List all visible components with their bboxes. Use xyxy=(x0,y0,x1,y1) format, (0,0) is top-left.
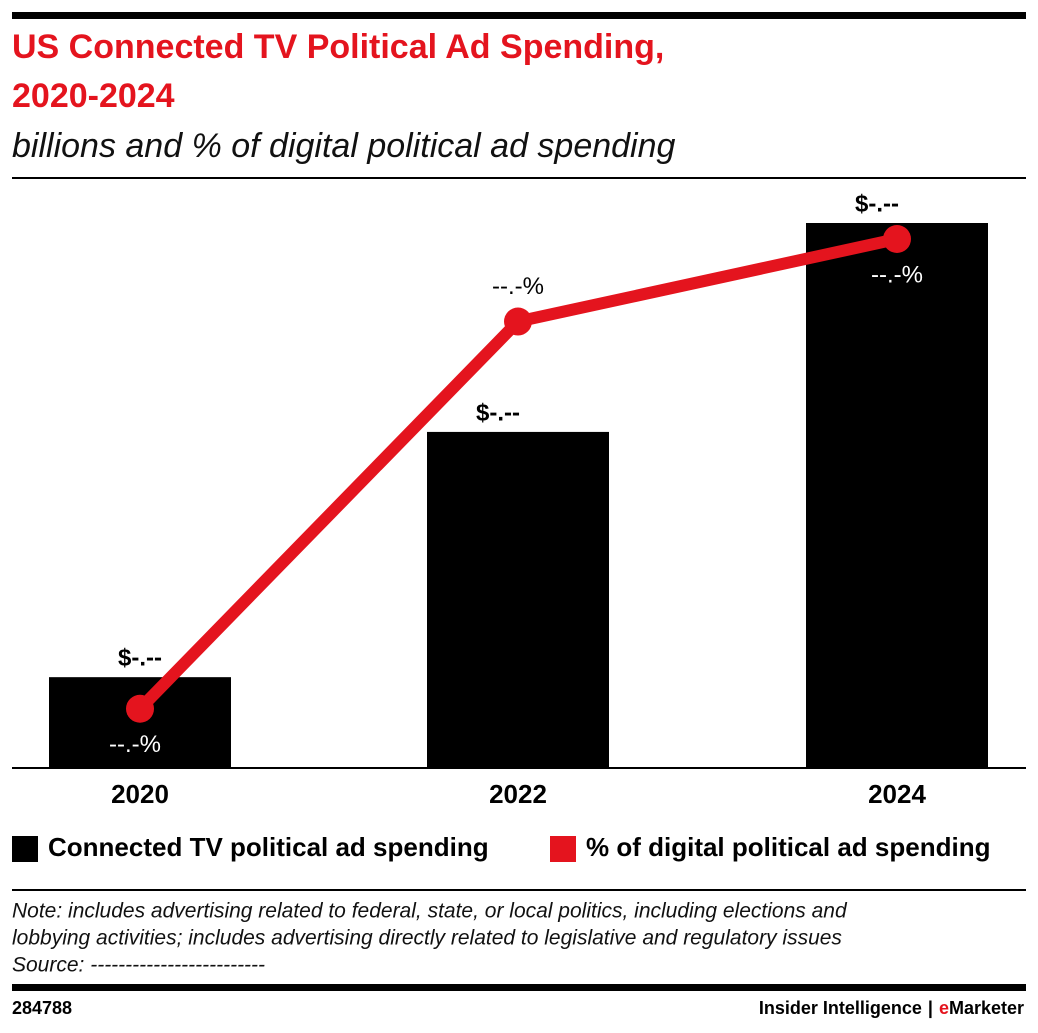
line-point xyxy=(126,694,154,723)
bar-value-label: $-.-- xyxy=(855,190,899,217)
line-point xyxy=(883,225,911,253)
legend-label: Connected TV political ad spending xyxy=(48,832,489,862)
note: Note: includes advertising related to fe… xyxy=(12,900,848,923)
x-tick-label: 2022 xyxy=(489,779,547,809)
line-value-label: --.-% xyxy=(109,731,161,758)
line-point xyxy=(504,307,532,336)
bar xyxy=(427,431,609,768)
chart-subtitle: billions and % of digital political ad s… xyxy=(12,127,676,165)
publisher: Insider Intelligence xyxy=(759,998,922,1018)
legend-swatch xyxy=(550,836,576,862)
brand-name: Marketer xyxy=(949,998,1024,1018)
note: lobbying activities; includes advertisin… xyxy=(12,927,842,950)
top-rule xyxy=(12,12,1026,19)
brand: Insider Intelligence | eMarketer xyxy=(759,998,1024,1018)
legend-label: % of digital political ad spending xyxy=(586,832,990,862)
source: Source: ------------------------- xyxy=(12,954,265,977)
rule xyxy=(12,889,1026,891)
brand-prefix: e xyxy=(939,998,949,1018)
x-tick-label: 2020 xyxy=(111,779,169,809)
separator: | xyxy=(928,998,933,1018)
line-value-label: --.-% xyxy=(492,273,544,300)
rule xyxy=(12,177,1026,179)
legend-swatch xyxy=(12,836,38,862)
bar-value-label: $-.-- xyxy=(118,645,162,672)
chart-title: 2020-2024 xyxy=(12,77,175,115)
bar-value-label: $-.-- xyxy=(476,399,520,426)
bar xyxy=(806,223,988,768)
line-value-label: --.-% xyxy=(871,261,923,288)
chart-title: US Connected TV Political Ad Spending, xyxy=(12,28,664,66)
bottom-rule xyxy=(12,984,1026,991)
chart-id: 284788 xyxy=(12,998,72,1018)
x-tick-label: 2024 xyxy=(868,779,926,809)
